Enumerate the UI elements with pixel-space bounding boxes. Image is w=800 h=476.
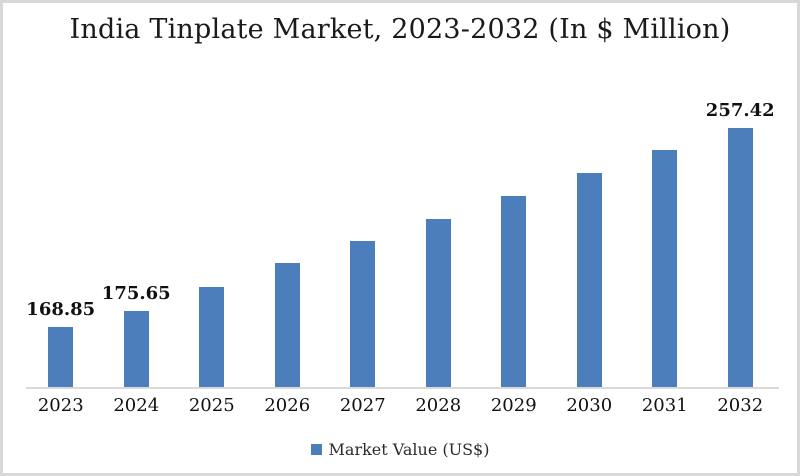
x-tick-2032: 2032 [717, 395, 764, 416]
data-label-2023: 168.85 [26, 299, 96, 320]
bar-2026 [274, 263, 300, 387]
bar-2027 [350, 241, 376, 387]
x-axis-line [26, 387, 779, 389]
bar-2023 [48, 327, 74, 387]
bar-2025 [199, 287, 225, 387]
data-label-2024: 175.65 [101, 283, 171, 304]
legend: Market Value (US$) [3, 440, 797, 459]
bar-2028 [425, 219, 451, 387]
x-tick-2025: 2025 [188, 395, 235, 416]
bar-2024 [123, 311, 149, 387]
x-tick-2031: 2031 [641, 395, 688, 416]
chart-title: India Tinplate Market, 2023-2032 (In $ M… [69, 14, 731, 45]
data-label-2032: 257.42 [705, 100, 775, 121]
bar-2030 [576, 173, 602, 387]
bar-2032 [727, 128, 753, 387]
x-tick-2023: 2023 [37, 395, 84, 416]
bar-2031 [652, 150, 678, 387]
legend-label: Market Value (US$) [328, 440, 490, 459]
x-tick-2028: 2028 [415, 395, 462, 416]
x-tick-2024: 2024 [113, 395, 160, 416]
x-tick-2030: 2030 [566, 395, 613, 416]
bar-2029 [501, 196, 527, 387]
legend-marker-icon [310, 444, 322, 455]
x-axis-ticks: 2023 2024 2025 2026 2027 2028 2029 2030 2031 2032 [23, 395, 778, 416]
x-tick-2026: 2026 [264, 395, 311, 416]
x-tick-2029: 2029 [490, 395, 537, 416]
x-tick-2027: 2027 [339, 395, 386, 416]
plot-area: 168.85 175.65 257.42 [23, 75, 779, 389]
